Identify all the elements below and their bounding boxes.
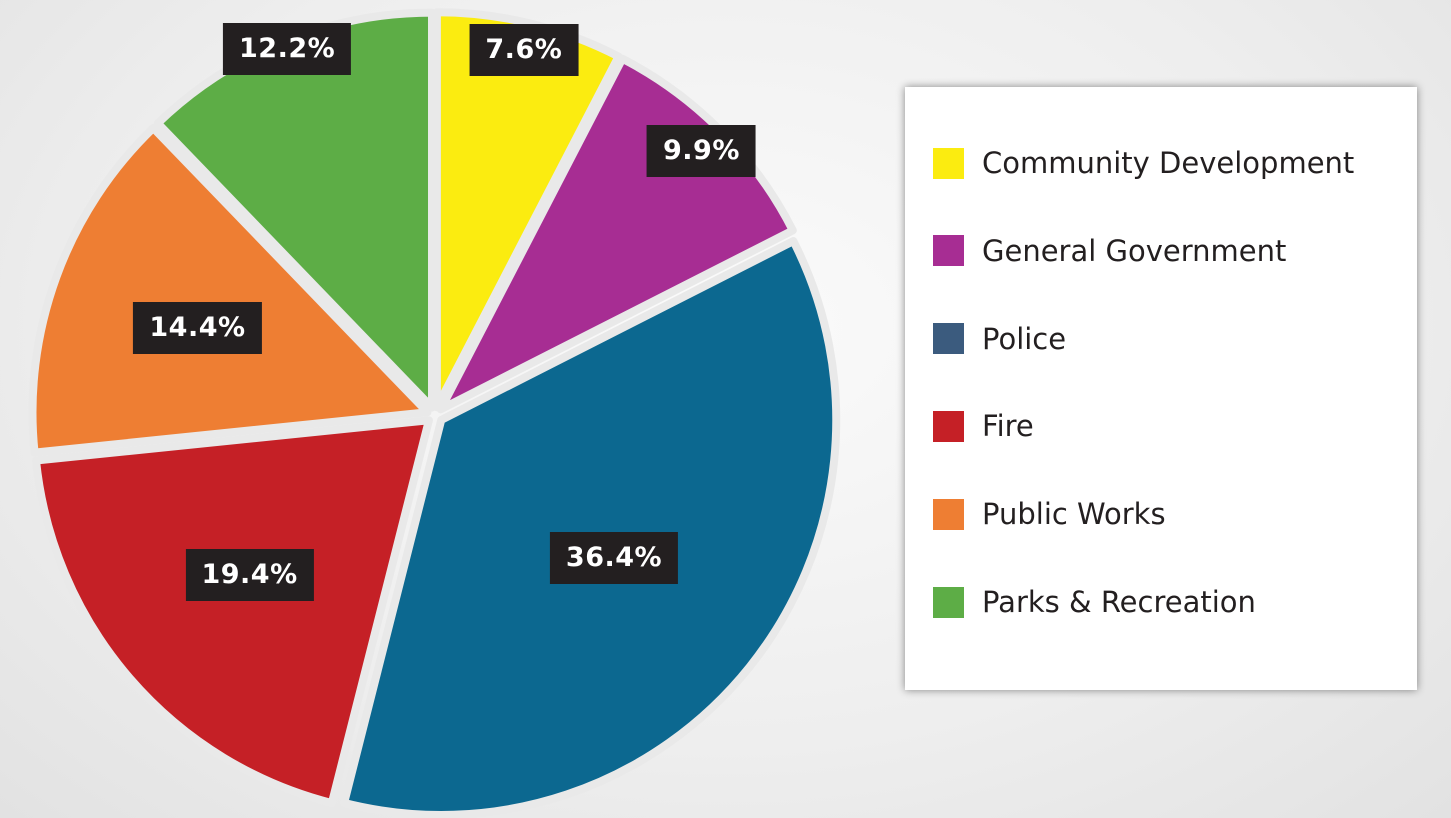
pie-slice-public-works [28,123,432,457]
legend-item: Public Works [933,494,1166,534]
legend-label: General Government [982,233,1287,268]
legend-label: Public Works [982,497,1166,532]
legend-swatch [933,498,964,530]
legend-item: General Government [933,231,1286,271]
data-label: 7.6% [469,24,579,77]
data-label: 12.2% [223,22,352,75]
legend-swatch [933,323,964,355]
legend-swatch [933,147,964,179]
legend-label: Police [982,321,1067,356]
pie-slice-community-development [432,8,623,412]
data-label: 36.4% [549,532,679,585]
legend-item: Parks & Recreation [933,582,1256,622]
legend-swatch [933,235,964,267]
legend-label: Parks & Recreation [982,585,1256,619]
legend-swatch [933,410,964,442]
data-label: 19.4% [185,549,314,602]
legend-label: Fire [982,409,1034,444]
legend-item: Police [933,319,1066,359]
legend-swatch [933,586,964,618]
legend-item: Community Development [933,143,1354,183]
legend-item: Fire [933,406,1034,446]
legend: Community Development General Government P… [905,87,1417,690]
pie-slice-police [340,237,841,818]
data-label: 9.9% [647,124,756,177]
pie-slice-fire [32,416,433,808]
pie-chart [28,8,841,818]
legend-label: Community Development [982,146,1355,180]
data-label: 14.4% [133,302,262,355]
